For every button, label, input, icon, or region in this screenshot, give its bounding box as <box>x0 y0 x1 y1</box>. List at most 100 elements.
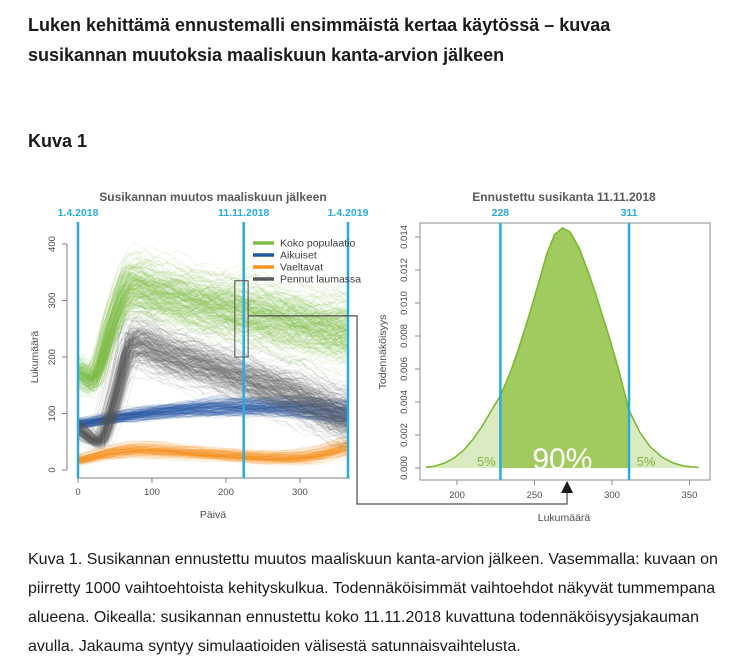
trajectory <box>77 332 349 440</box>
trajectory <box>77 332 349 442</box>
trajectory <box>77 450 349 465</box>
trajectory <box>77 319 349 439</box>
trajectory <box>77 327 349 442</box>
y-tick-label: 0 <box>47 467 58 472</box>
trajectory <box>77 439 349 458</box>
trajectory <box>77 292 349 385</box>
trajectory <box>77 333 349 443</box>
y-tick-label: 400 <box>47 236 58 252</box>
trajectory <box>77 292 349 383</box>
trajectory <box>77 279 349 386</box>
trajectory <box>77 404 349 424</box>
legend-label: Aikuiset <box>280 250 317 262</box>
trajectory <box>77 351 349 445</box>
trajectory <box>77 447 349 463</box>
trajectory <box>77 345 349 446</box>
y-tick-label: 0.006 <box>399 357 410 381</box>
region-label-5: 5% <box>477 454 496 469</box>
trajectory <box>77 350 349 443</box>
trajectory <box>77 299 349 392</box>
trajectory <box>77 278 349 377</box>
trajectory <box>77 441 349 459</box>
y-tick-label: 0.008 <box>399 324 410 348</box>
trajectory <box>77 287 349 388</box>
trajectory <box>77 295 349 384</box>
trajectory <box>77 351 349 447</box>
trajectory <box>77 365 349 449</box>
trajectory <box>77 271 349 375</box>
trajectory <box>77 401 349 425</box>
trajectory <box>77 451 349 463</box>
trajectory <box>77 314 349 397</box>
trajectory <box>77 283 349 380</box>
x-tick-label: 200 <box>218 487 234 498</box>
trajectory <box>77 451 349 465</box>
trajectory <box>77 450 349 465</box>
trajectory <box>77 292 349 381</box>
trajectory <box>77 297 349 381</box>
trajectory <box>77 448 349 462</box>
trajectory <box>77 341 349 442</box>
trajectory <box>77 453 348 463</box>
trajectory <box>77 401 349 422</box>
trajectory <box>77 289 349 386</box>
trajectory <box>77 342 349 446</box>
trajectory <box>77 404 349 424</box>
left-axes <box>62 243 350 483</box>
trajectory <box>77 294 349 389</box>
trajectory <box>78 332 349 441</box>
trajectory <box>77 402 349 426</box>
trajectory <box>77 335 349 443</box>
trajectory <box>77 402 349 424</box>
trajectory <box>77 271 348 381</box>
trajectory <box>77 407 349 426</box>
trajectory <box>77 449 349 462</box>
trajectory <box>77 349 349 446</box>
trajectory <box>77 363 349 449</box>
trajectory <box>77 450 349 463</box>
trajectory <box>78 402 349 425</box>
trajectory <box>77 301 349 393</box>
trajectory <box>77 280 349 380</box>
trajectory <box>77 322 349 399</box>
trajectory <box>77 336 349 441</box>
trajectory <box>77 264 349 374</box>
trajectory <box>77 331 349 441</box>
trajectory <box>77 283 349 381</box>
trajectory <box>77 337 349 440</box>
trajectory <box>77 441 349 457</box>
trajectory <box>77 404 349 426</box>
trajectory <box>77 402 349 424</box>
trajectory <box>77 446 349 460</box>
trajectory <box>77 440 349 456</box>
connector-line <box>248 315 568 505</box>
trajectory <box>77 405 349 426</box>
trajectory <box>77 406 349 426</box>
trajectory <box>77 278 349 383</box>
trajectory <box>77 318 349 439</box>
trajectory <box>77 449 349 463</box>
trajectory <box>77 296 349 385</box>
trajectory <box>77 262 349 372</box>
trajectory <box>77 333 349 444</box>
trajectory <box>77 446 349 461</box>
trajectory <box>77 446 349 461</box>
y-tick-label: 0.000 <box>399 456 410 480</box>
trajectory <box>77 289 348 387</box>
x-tick-label: 350 <box>682 490 698 501</box>
trajectory <box>77 344 349 443</box>
highlight-box <box>234 280 249 358</box>
trajectory <box>77 352 349 447</box>
trajectory <box>77 446 349 463</box>
trajectory <box>77 409 349 428</box>
region-label-90: 90% <box>532 443 592 476</box>
trajectory <box>77 341 349 443</box>
trajectory <box>77 448 349 462</box>
trajectory <box>77 400 349 422</box>
trajectory <box>77 337 349 442</box>
trajectory <box>77 441 349 456</box>
trajectory <box>77 349 349 445</box>
trajectory <box>77 295 349 386</box>
trajectory <box>77 269 349 379</box>
trajectory <box>77 446 349 461</box>
